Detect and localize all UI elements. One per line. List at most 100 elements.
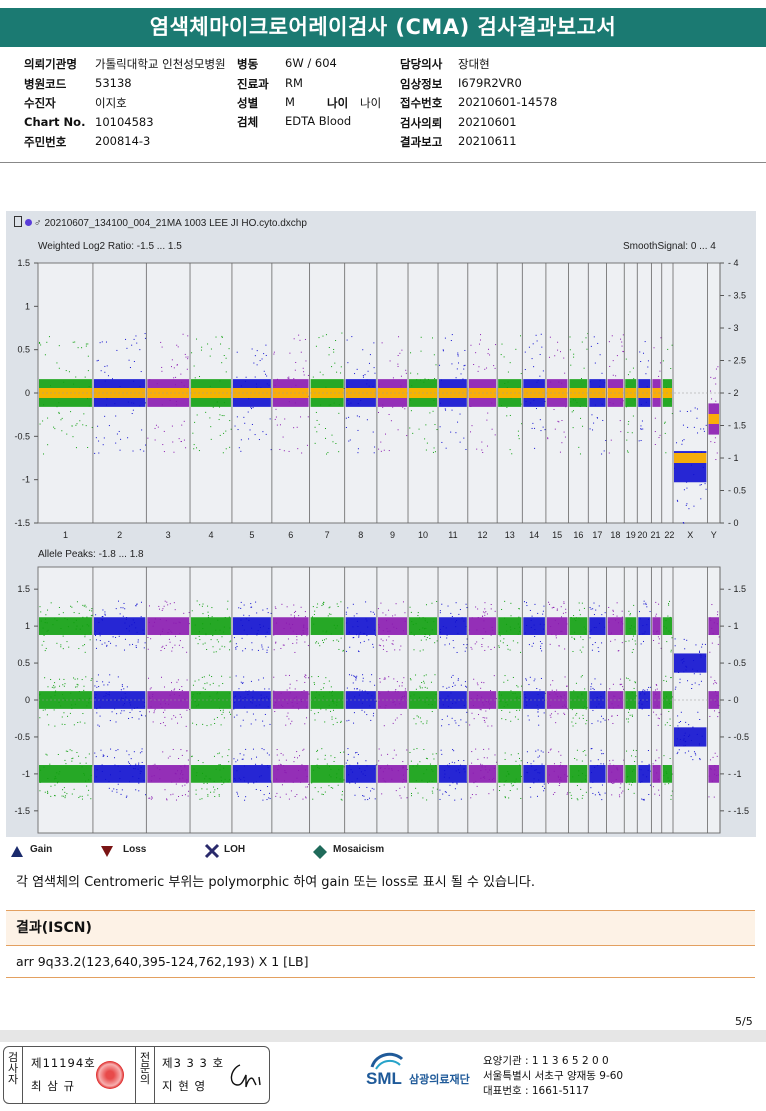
data-point xyxy=(663,379,665,381)
data-point xyxy=(715,368,717,370)
data-point xyxy=(150,706,152,708)
data-point xyxy=(655,684,657,686)
data-point xyxy=(477,370,479,372)
data-point xyxy=(575,714,577,716)
data-point xyxy=(678,721,680,723)
data-point xyxy=(597,759,599,761)
data-point xyxy=(576,798,578,800)
data-point xyxy=(364,770,366,772)
data-point xyxy=(102,754,104,756)
data-point xyxy=(458,613,460,615)
data-point xyxy=(537,711,539,713)
data-point xyxy=(242,698,244,700)
data-point xyxy=(60,628,62,630)
clinical-value: I679R2VR0 xyxy=(458,76,522,90)
data-point xyxy=(613,782,615,784)
chromosome-label-4: 4 xyxy=(208,530,213,540)
data-point xyxy=(677,715,679,717)
data-point xyxy=(150,780,152,782)
data-point xyxy=(174,688,176,690)
data-point xyxy=(291,702,293,704)
data-point xyxy=(140,767,142,769)
data-point xyxy=(410,410,412,412)
data-point xyxy=(640,440,642,442)
data-point xyxy=(611,771,613,773)
data-point xyxy=(639,351,641,353)
data-point xyxy=(99,699,101,701)
data-point xyxy=(417,615,419,617)
data-point xyxy=(62,648,64,650)
data-point xyxy=(551,713,553,715)
data-point xyxy=(222,711,224,713)
data-point xyxy=(229,705,231,707)
data-point xyxy=(64,797,66,799)
data-point xyxy=(105,692,107,694)
data-point xyxy=(564,372,566,374)
data-point xyxy=(398,336,400,338)
data-point xyxy=(660,337,662,339)
data-point xyxy=(455,377,457,379)
data-point xyxy=(196,724,198,726)
data-point xyxy=(374,798,376,800)
data-point xyxy=(541,650,543,652)
data-point xyxy=(406,768,408,770)
data-point xyxy=(268,698,270,700)
data-point xyxy=(430,681,432,683)
data-point xyxy=(184,698,186,700)
data-point xyxy=(267,786,269,788)
data-point xyxy=(160,341,162,343)
data-point xyxy=(674,645,676,647)
data-point xyxy=(537,379,539,381)
data-point xyxy=(550,748,552,750)
data-point xyxy=(296,426,298,428)
data-point xyxy=(503,638,505,640)
data-point xyxy=(59,771,61,773)
data-point xyxy=(258,439,260,441)
data-point xyxy=(444,770,446,772)
data-point xyxy=(144,333,146,335)
data-point xyxy=(263,625,265,627)
data-point xyxy=(263,353,265,355)
data-point xyxy=(353,712,355,714)
data-point xyxy=(402,767,404,769)
data-point xyxy=(51,686,53,688)
data-point xyxy=(214,722,216,724)
data-point xyxy=(188,623,190,625)
data-point xyxy=(678,749,680,751)
smooth-signal-band xyxy=(589,388,606,398)
data-point xyxy=(230,428,232,430)
data-point xyxy=(690,464,692,466)
data-point xyxy=(86,616,88,618)
data-point xyxy=(683,671,685,673)
data-point xyxy=(206,648,208,650)
data-point xyxy=(693,474,695,476)
data-point xyxy=(543,790,545,792)
data-point xyxy=(608,606,610,608)
data-point xyxy=(209,385,211,387)
data-point xyxy=(138,790,140,792)
y-tick-label: -1.5 xyxy=(14,806,30,816)
data-point xyxy=(356,675,358,677)
data-point xyxy=(306,706,308,708)
data-point xyxy=(362,795,364,797)
data-point xyxy=(78,691,80,693)
data-point xyxy=(322,374,324,376)
data-point xyxy=(267,646,269,648)
data-point xyxy=(317,766,319,768)
data-point xyxy=(54,776,56,778)
data-point xyxy=(244,780,246,782)
data-point xyxy=(81,798,83,800)
data-point xyxy=(597,647,599,649)
data-point xyxy=(640,781,642,783)
data-point xyxy=(417,612,419,614)
chromosome-label-X: X xyxy=(687,530,693,540)
data-point xyxy=(470,431,472,433)
data-point xyxy=(186,679,188,681)
data-point xyxy=(448,686,450,688)
data-point xyxy=(579,453,581,455)
data-point xyxy=(119,613,121,615)
data-point xyxy=(88,386,90,388)
data-point xyxy=(96,680,98,682)
y-tick-label: 0.5 xyxy=(17,658,30,668)
data-point xyxy=(635,750,637,752)
